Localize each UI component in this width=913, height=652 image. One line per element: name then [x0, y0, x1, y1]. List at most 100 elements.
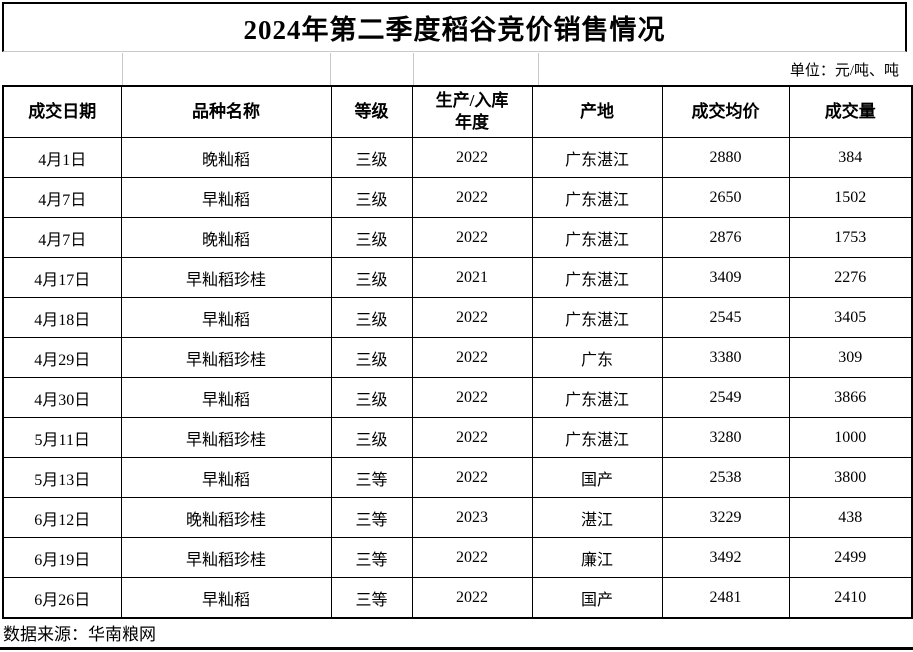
table-cell: 广东湛江	[531, 377, 663, 418]
table-row: 4月7日 晚籼稻 三级 2022 广东湛江 2876 1753	[2, 217, 913, 258]
column-header-deal-date: 成交日期	[2, 85, 122, 138]
table-cell: 2022	[411, 577, 533, 619]
table-row: 6月26日 早籼稻 三等 2022 国产 2481 2410	[2, 577, 913, 619]
table-row: 4月18日 早籼稻 三级 2022 广东湛江 2545 3405	[2, 297, 913, 338]
table-cell: 早籼稻	[120, 577, 332, 619]
table-cell: 3380	[661, 337, 790, 378]
table-row: 4月30日 早籼稻 三级 2022 广东湛江 2549 3866	[2, 377, 913, 418]
table-cell: 3866	[788, 377, 913, 418]
table-row: 4月7日 早籼稻 三级 2022 广东湛江 2650 1502	[2, 177, 913, 218]
table-cell: 3409	[661, 257, 790, 298]
table-cell: 2022	[411, 377, 533, 418]
table-cell: 2022	[411, 217, 533, 258]
table-cell: 晚籼稻	[120, 137, 332, 178]
table-header: 成交日期 品种名称 等级 生产/入库 年度 产地 成交均价 成交量	[2, 85, 913, 138]
table-cell: 廉江	[531, 537, 663, 578]
column-header-grade: 等级	[330, 85, 413, 138]
table-cell: 3229	[661, 497, 790, 538]
table-cell: 2549	[661, 377, 790, 418]
table-cell: 6月26日	[2, 577, 122, 619]
table-cell: 2022	[411, 297, 533, 338]
unit-note-row: 单位：元/吨、吨	[2, 53, 907, 85]
table-cell: 2021	[411, 257, 533, 298]
column-header-prod-year: 生产/入库 年度	[411, 85, 533, 138]
table-cell: 早籼稻珍桂	[120, 417, 332, 458]
table-cell: 2023	[411, 497, 533, 538]
table-cell: 早籼稻	[120, 297, 332, 338]
table-cell: 4月18日	[2, 297, 122, 338]
table-cell: 三级	[330, 137, 413, 178]
table-cell: 三级	[330, 377, 413, 418]
table-cell: 湛江	[531, 497, 663, 538]
table-cell: 三级	[330, 297, 413, 338]
table-cell: 2499	[788, 537, 913, 578]
table-cell: 广东湛江	[531, 217, 663, 258]
source-note-row: 数据来源：华南粮网	[0, 618, 913, 650]
table-cell: 国产	[531, 457, 663, 498]
unit-note: 单位：元/吨、吨	[789, 62, 899, 79]
table-cell: 2650	[661, 177, 790, 218]
table-cell: 2481	[661, 577, 790, 619]
table-cell: 早籼稻	[120, 377, 332, 418]
table-cell: 2022	[411, 457, 533, 498]
table-cell: 2876	[661, 217, 790, 258]
column-header-avg-price: 成交均价	[661, 85, 790, 138]
table-cell: 4月7日	[2, 177, 122, 218]
table-cell: 3800	[788, 457, 913, 498]
table-row: 5月11日 早籼稻珍桂 三级 2022 广东湛江 3280 1000	[2, 417, 913, 458]
table-cell: 3492	[661, 537, 790, 578]
table-cell: 2880	[661, 137, 790, 178]
table-row: 5月13日 早籼稻 三等 2022 国产 2538 3800	[2, 457, 913, 498]
table-cell: 2022	[411, 177, 533, 218]
table-cell: 国产	[531, 577, 663, 619]
table-cell: 2022	[411, 137, 533, 178]
table-cell: 384	[788, 137, 913, 178]
table-cell: 4月7日	[2, 217, 122, 258]
gridline	[122, 53, 123, 85]
table-cell: 2545	[661, 297, 790, 338]
table-cell: 广东湛江	[531, 177, 663, 218]
table-cell: 三级	[330, 177, 413, 218]
table-cell: 2410	[788, 577, 913, 619]
table-cell: 三等	[330, 577, 413, 619]
table-cell: 2538	[661, 457, 790, 498]
table-cell: 3405	[788, 297, 913, 338]
table-cell: 6月12日	[2, 497, 122, 538]
table-cell: 早籼稻	[120, 177, 332, 218]
table-cell: 三等	[330, 497, 413, 538]
sales-table: 成交日期 品种名称 等级 生产/入库 年度 产地 成交均价 成交量 4月1日 晚籼…	[2, 85, 913, 619]
table-cell: 早籼稻珍桂	[120, 537, 332, 578]
table-cell: 2022	[411, 337, 533, 378]
table-cell: 2276	[788, 257, 913, 298]
table-cell: 晚籼稻	[120, 217, 332, 258]
table-cell: 三级	[330, 417, 413, 458]
column-header-variety-name: 品种名称	[120, 85, 332, 138]
table-cell: 4月1日	[2, 137, 122, 178]
table-row: 6月19日 早籼稻珍桂 三等 2022 廉江 3492 2499	[2, 537, 913, 578]
table-cell: 5月11日	[2, 417, 122, 458]
table-cell: 晚籼稻珍桂	[120, 497, 332, 538]
column-header-volume: 成交量	[788, 85, 913, 138]
table-body: 4月1日 晚籼稻 三级 2022 广东湛江 2880 384 4月7日 早籼稻 三级 2022 广东湛…	[2, 137, 913, 619]
gridline	[413, 53, 414, 85]
table-cell: 5月13日	[2, 457, 122, 498]
table-cell: 4月29日	[2, 337, 122, 378]
table-cell: 309	[788, 337, 913, 378]
table-cell: 三等	[330, 457, 413, 498]
table-row: 4月29日 早籼稻珍桂 三级 2022 广东 3380 309	[2, 337, 913, 378]
table-cell: 2022	[411, 417, 533, 458]
table-row: 4月17日 早籼稻珍桂 三级 2021 广东湛江 3409 2276	[2, 257, 913, 298]
table-cell: 1000	[788, 417, 913, 458]
table-cell: 4月30日	[2, 377, 122, 418]
gridline	[538, 53, 539, 85]
table-row: 4月1日 晚籼稻 三级 2022 广东湛江 2880 384	[2, 137, 913, 178]
table-cell: 三级	[330, 257, 413, 298]
table-cell: 三级	[330, 217, 413, 258]
table-cell: 三级	[330, 337, 413, 378]
table-cell: 早籼稻	[120, 457, 332, 498]
table-cell: 广东湛江	[531, 257, 663, 298]
table-cell: 早籼稻珍桂	[120, 337, 332, 378]
table-cell: 广东湛江	[531, 417, 663, 458]
table-cell: 1502	[788, 177, 913, 218]
